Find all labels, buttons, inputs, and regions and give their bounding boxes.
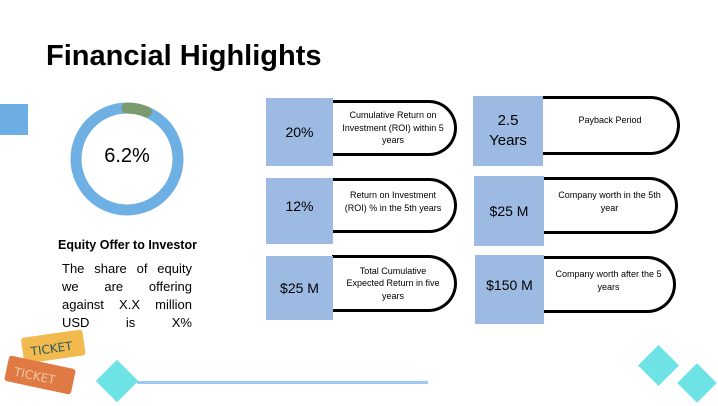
card-value: $25 M: [474, 176, 544, 246]
card-value: $25 M: [266, 256, 333, 320]
card-value: 12%: [266, 178, 333, 244]
card-label: Company worth after the 5 years: [544, 256, 676, 313]
diamond-decoration: [95, 359, 139, 403]
page-title: Financial Highlights: [46, 40, 322, 72]
diamond-decoration: [677, 363, 717, 403]
equity-title: Equity Offer to Investor: [58, 238, 197, 252]
equity-donut: [70, 102, 184, 216]
card-value: $150 M: [475, 255, 544, 324]
tickets-illustration: TICKET TICKET: [4, 329, 86, 395]
divider-line: [137, 381, 428, 384]
card-label: Company worth in the 5th year: [544, 177, 678, 234]
left-blue-square: [0, 104, 28, 135]
card-value: 2.5 Years: [473, 96, 543, 166]
diamond-decoration: [637, 344, 680, 387]
donut-value: 6.2%: [104, 145, 150, 167]
card-label: Total Cumulative Expected Return in five…: [332, 255, 457, 312]
card-value: 20%: [266, 98, 333, 166]
donut-fill-arc: [70, 102, 184, 216]
card-label: Payback Period: [543, 96, 680, 155]
card-label: Cumulative Return on Investment (ROI) wi…: [332, 100, 457, 156]
ticket-text: TICKET: [29, 339, 74, 359]
card-label: Return on Investment (ROI) % in the 5th …: [332, 178, 457, 233]
equity-text: The share of equity we are offering agai…: [62, 261, 192, 330]
